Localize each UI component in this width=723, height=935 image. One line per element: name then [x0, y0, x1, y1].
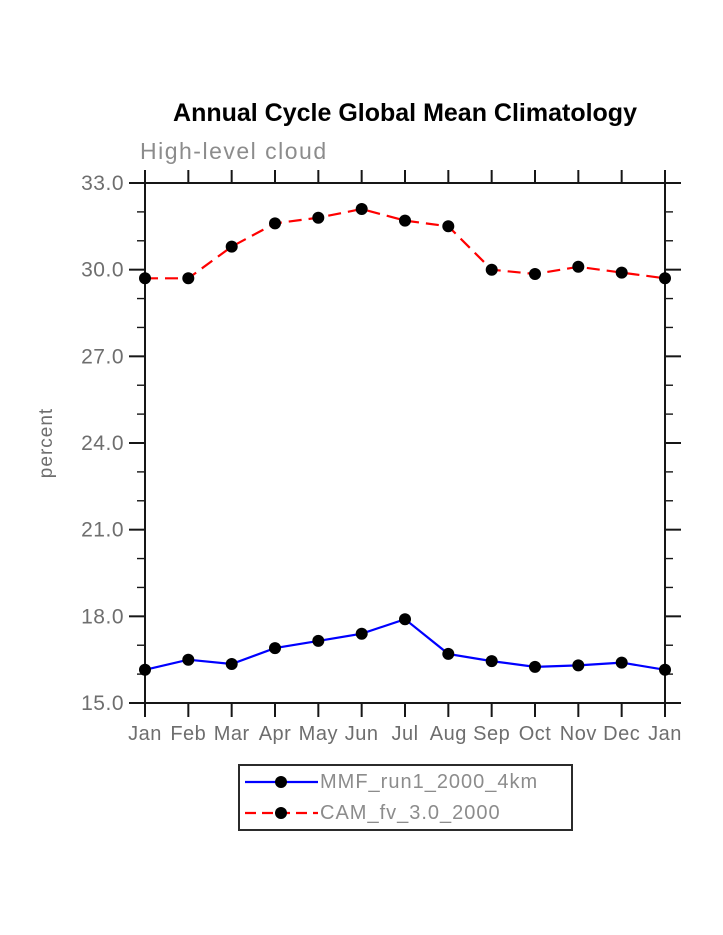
data-point: [139, 663, 151, 676]
legend-item-mmf: MMF_run1_2000_4km: [242, 767, 571, 797]
data-point: [442, 220, 455, 233]
legend-sample-dashed: [245, 806, 318, 819]
y-tick-label: 33.0: [81, 172, 124, 195]
y-tick-label: 30.0: [81, 259, 124, 282]
x-tick-label: Apr: [259, 723, 292, 745]
data-point: [139, 272, 151, 285]
chart-subtitle: High-level cloud: [140, 138, 328, 164]
x-tick-label: Mar: [214, 723, 250, 745]
x-tick-label: Oct: [519, 723, 552, 745]
x-tick-label: Nov: [560, 723, 597, 745]
data-point: [269, 642, 281, 655]
x-tick-label: Dec: [603, 723, 640, 745]
data-point: [269, 217, 281, 230]
data-point: [399, 613, 411, 626]
x-tick-label: Jan: [648, 723, 682, 745]
legend-item-cam: CAM_fv_3.0_2000: [242, 798, 571, 828]
data-point: [659, 272, 671, 285]
x-tick-label: May: [299, 723, 338, 745]
legend: MMF_run1_2000_4km CAM_fv_3.0_2000: [238, 764, 573, 831]
legend-label-mmf: MMF_run1_2000_4km: [320, 771, 539, 794]
y-tick-label: 21.0: [81, 519, 124, 542]
data-point: [572, 659, 585, 672]
data-point: [399, 214, 411, 227]
data-point: [355, 627, 368, 640]
data-point: [182, 272, 195, 285]
data-point: [572, 260, 585, 273]
data-point: [312, 211, 325, 224]
x-tick-label: Jun: [345, 723, 379, 745]
data-point: [225, 658, 238, 670]
legend-marker-dot: [275, 806, 287, 819]
data-point: [659, 663, 671, 676]
y-tick-label: 15.0: [81, 692, 124, 715]
data-point: [529, 660, 541, 673]
data-point: [442, 647, 455, 660]
series-line-solid: [144, 617, 666, 671]
x-tick-label: Feb: [170, 723, 206, 745]
legend-marker-dot: [275, 776, 287, 789]
data-point: [485, 263, 498, 276]
x-tick-label: Aug: [430, 723, 467, 745]
x-tick-label: Jan: [128, 723, 162, 745]
data-point: [615, 266, 628, 279]
data-point: [182, 653, 195, 666]
y-tick-label: 18.0: [81, 605, 124, 628]
y-tick-label: 24.0: [81, 432, 124, 455]
data-point: [312, 634, 325, 647]
data-point: [615, 656, 628, 669]
data-point: [485, 655, 498, 668]
data-point: [355, 203, 368, 215]
x-tick-label: Sep: [473, 723, 510, 745]
plot-frame: [144, 182, 666, 704]
legend-label-cam: CAM_fv_3.0_2000: [320, 801, 501, 824]
x-tick-label: Jul: [391, 723, 418, 745]
legend-sample-solid: [245, 776, 318, 789]
data-point: [225, 240, 238, 253]
chart-title: Annual Cycle Global Mean Climatology: [173, 99, 637, 127]
data-point: [529, 268, 541, 280]
y-tick-label: 27.0: [81, 345, 124, 368]
